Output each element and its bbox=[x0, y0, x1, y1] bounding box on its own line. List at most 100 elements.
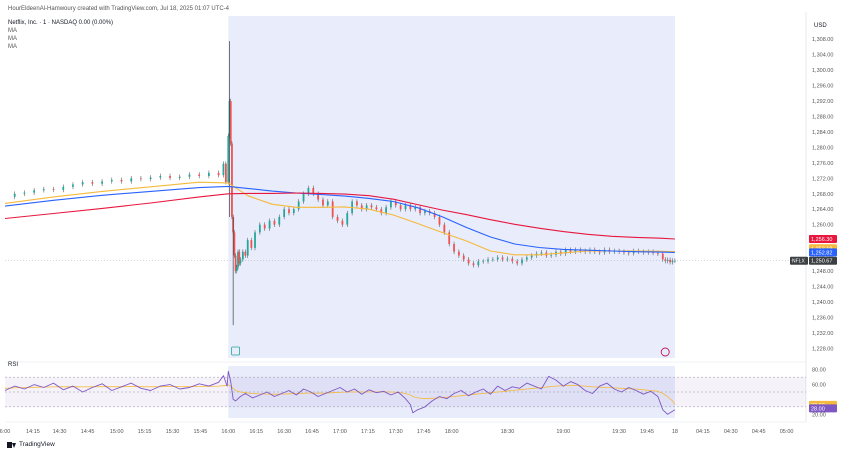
rsi-line bbox=[4, 370, 676, 415]
price-badge-4-bg bbox=[809, 256, 837, 265]
candle-body bbox=[390, 201, 392, 208]
candle-body bbox=[540, 252, 543, 254]
candle-body bbox=[217, 172, 220, 176]
candle-body bbox=[233, 232, 236, 256]
candle-body bbox=[42, 189, 45, 191]
candle-body bbox=[414, 207, 417, 210]
candle-body bbox=[341, 220, 344, 225]
rsi-label: RSI bbox=[8, 362, 18, 368]
ma-legend-1: MA bbox=[8, 28, 17, 34]
candle-body bbox=[169, 175, 171, 178]
footer-brand[interactable]: TradingView bbox=[7, 441, 55, 448]
candle-body bbox=[283, 209, 286, 217]
candle-body bbox=[273, 220, 276, 225]
candle-body bbox=[356, 201, 358, 206]
time-tick-label: 04:15 bbox=[696, 429, 710, 435]
rsi-tick-label: 20.00 bbox=[812, 412, 826, 418]
candle-body bbox=[657, 252, 659, 254]
ma-line-1 bbox=[4, 181, 675, 256]
candle-body bbox=[322, 199, 324, 206]
candle-body bbox=[380, 209, 383, 214]
candle-body bbox=[130, 178, 133, 182]
time-tick-label: 04:45 bbox=[752, 429, 766, 435]
price-tick-label: 1,304.00 bbox=[812, 53, 833, 59]
candle-body bbox=[521, 259, 523, 264]
price-tick-label: 1,236.00 bbox=[812, 315, 833, 321]
candle-body bbox=[258, 224, 261, 233]
candle-body bbox=[178, 176, 181, 178]
candle-body bbox=[207, 172, 210, 176]
time-tick-label: 05:00 bbox=[780, 429, 794, 435]
candle-body bbox=[569, 249, 572, 252]
price-tick-label: 1,244.00 bbox=[812, 285, 833, 291]
candle-body bbox=[370, 205, 373, 208]
candle-body bbox=[365, 205, 368, 210]
candle-body bbox=[81, 182, 84, 185]
time-tick-label: 14:15 bbox=[26, 429, 40, 435]
candle-body bbox=[292, 209, 295, 214]
candle-body bbox=[482, 261, 485, 262]
candle-body bbox=[13, 193, 16, 197]
created-by-text: HourEldeenAl-Hamwoury created with Tradi… bbox=[8, 6, 229, 12]
candle-body bbox=[23, 192, 26, 194]
candle-body bbox=[501, 257, 504, 260]
price-tick-label: 1,260.00 bbox=[812, 223, 833, 229]
candle-body bbox=[188, 174, 191, 177]
candle-body bbox=[462, 255, 465, 260]
time-tick-label: 18:00 bbox=[445, 429, 459, 435]
candle-body bbox=[674, 260, 676, 262]
candle-body bbox=[404, 205, 407, 210]
price-badge-1: 1,256.30 bbox=[811, 237, 832, 243]
price-tick-label: 1,292.00 bbox=[812, 99, 833, 105]
rsi-ma-line bbox=[4, 384, 676, 405]
time-tick-label: 15:15 bbox=[138, 429, 152, 435]
candle-body bbox=[496, 257, 499, 260]
price-tick-label: 1,300.00 bbox=[812, 68, 833, 74]
price-tick-label: 1,296.00 bbox=[812, 84, 833, 90]
candle-body bbox=[241, 251, 244, 260]
rsi-tick-label: 80.00 bbox=[812, 368, 826, 374]
time-tick-label: 15:45 bbox=[194, 429, 208, 435]
dividend-marker-icon bbox=[660, 347, 670, 357]
candle-body bbox=[424, 211, 426, 214]
price-tick-label: 1,276.00 bbox=[812, 161, 833, 167]
time-tick-label: 15:00 bbox=[110, 429, 124, 435]
candle-body bbox=[664, 259, 667, 262]
symbol-legend: Netflix, Inc. · 1 · NASDAQ 0.00 (0.00%) bbox=[8, 20, 114, 26]
candle-body bbox=[491, 259, 494, 261]
candle-body bbox=[666, 259, 669, 262]
time-tick-label: 17:15 bbox=[361, 429, 375, 435]
price-tick-label: 1,284.00 bbox=[812, 130, 833, 136]
time-tick-label: 19:00 bbox=[556, 429, 570, 435]
time-tick-label: 15:30 bbox=[166, 429, 180, 435]
candle-body bbox=[62, 186, 65, 190]
ma-line-2 bbox=[4, 185, 675, 253]
ma-legend-3: MA bbox=[8, 44, 17, 50]
candle-body bbox=[525, 257, 528, 260]
candle-body bbox=[564, 249, 567, 254]
candle-body bbox=[120, 179, 123, 182]
price-tick-label: 1,228.00 bbox=[812, 346, 833, 352]
time-tick-label: 04:30 bbox=[724, 429, 738, 435]
time-tick-label: 19:45 bbox=[640, 429, 654, 435]
price-tick-label: 1,264.00 bbox=[812, 207, 833, 213]
candle-body bbox=[140, 178, 142, 180]
candle-body bbox=[317, 193, 320, 200]
candle-body bbox=[623, 251, 625, 253]
time-tick-label: 16:15 bbox=[249, 429, 263, 435]
candle-body bbox=[231, 143, 233, 217]
candle-body bbox=[224, 163, 227, 183]
price-tick-label: 1,288.00 bbox=[812, 114, 833, 120]
candle-body bbox=[399, 205, 402, 210]
candle-body bbox=[574, 249, 577, 252]
time-tick-label: 18:30 bbox=[501, 429, 515, 435]
time-tick-label: 17:45 bbox=[417, 429, 431, 435]
price-badge-3-bg bbox=[809, 248, 837, 257]
candle-body bbox=[235, 267, 238, 272]
candle-body bbox=[239, 259, 242, 264]
time-tick-label: 16:30 bbox=[277, 429, 291, 435]
tradingview-logo-icon bbox=[7, 441, 16, 448]
candle-body bbox=[448, 232, 451, 244]
candle-body bbox=[550, 254, 553, 256]
price-tick-label: 1,252.00 bbox=[812, 254, 833, 260]
